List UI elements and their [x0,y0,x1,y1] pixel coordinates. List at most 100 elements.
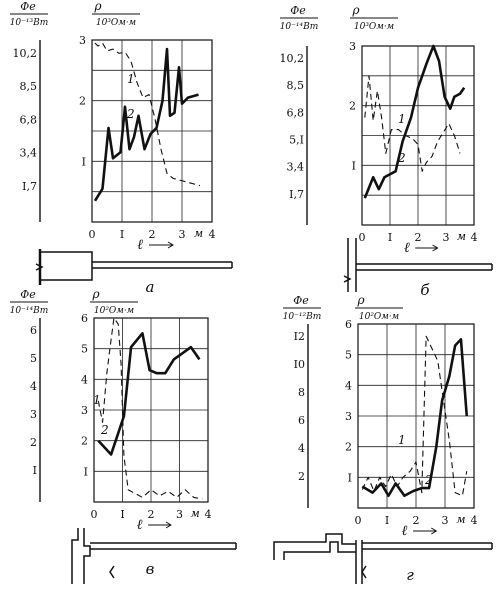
panel-caption: г [406,566,414,584]
rho-tick-label: 6 [345,318,352,331]
fe-tick-label: 6,8 [20,113,38,126]
series-line-2 [361,338,469,498]
fe-axis-unit: 10⁻¹⁴Вт [10,306,49,316]
x-tick-label: 0 [359,231,366,244]
rho-tick-label: 3 [79,34,86,47]
rho-axis-unit: 10³Ом·м [354,22,394,32]
fe-tick-label: 8,5 [287,79,305,92]
series-label: 1 [398,433,406,447]
fe-tick-label: 2 [298,470,305,483]
fe-axis-symbol: Φe [20,288,36,301]
series-line-2 [93,47,199,202]
rho-tick-label: 2 [349,100,356,113]
rho-axis-symbol: ρ [356,293,364,307]
fe-tick-label: 5,I [289,134,304,147]
rho-axis-symbol: ρ [93,0,101,13]
rho-tick-label: 2 [79,95,86,108]
fe-tick-label: I0 [294,358,305,371]
x-tick-label: I [120,508,124,521]
x-tick-label: 4 [471,231,478,244]
x-tick-label: 4 [471,514,478,527]
rho-tick-label: I [84,465,88,478]
fe-tick-label: 3,4 [287,161,305,174]
chart-panel-2: Φe 10⁻¹⁴Вт ρ 10³Ом·м 3 2 I 10,2 8,5 6,8 5,I 3,4 I,7 0… [280,3,478,299]
x-tick-label: 2 [415,231,422,244]
fe-tick-label: I,7 [289,188,304,201]
fe-tick-label: 3,4 [20,147,38,160]
x-axis-symbol: ℓ [401,523,407,539]
rho-tick-label: I [352,159,356,172]
x-tick-label: 0 [91,508,98,521]
x-arrow-head [432,244,439,252]
rho-axis-unit: 10³Ом·м [96,18,136,28]
fe-tick-label: 2 [30,436,37,449]
x-tick-label: 2 [149,228,156,241]
rho-tick-label: 2 [345,441,352,454]
rho-tick-label: 6 [81,312,88,325]
fe-tick-label: 8 [298,386,305,399]
x-tick-label: 0 [355,514,362,527]
apparatus-b [343,238,493,292]
x-arrow-head [165,521,172,529]
series-line-1 [361,335,468,497]
rho-tick-label: 3 [81,404,88,417]
x-tick-label: I [385,514,389,527]
fe-tick-label: 3 [30,408,37,421]
chart-panel-1: Φe 10⁻¹³Вт ρ 10³Ом·м 3 2 I 10,2 8,5 6,8 3,4 I,7 0 I 2 3… [10,0,216,296]
fe-axis-symbol: Φe [293,294,309,307]
x-tick-label: I [388,231,392,244]
fe-tick-label: 6,8 [287,106,305,119]
x-unit-label: м [456,513,465,526]
x-tick-label: 3 [443,231,450,244]
rho-tick-label: 3 [349,40,356,53]
series-label: 2 [126,107,135,121]
series-line-1 [97,317,203,500]
rho-axis-unit: 10²Ом·м [359,312,399,322]
fe-tick-label: 6 [30,324,37,337]
fe-tick-label: 5 [30,352,37,365]
apparatus-g [273,533,493,584]
series-label: 2 [397,151,406,165]
x-unit-label: м [191,507,200,520]
panel-caption: б [420,281,430,299]
rho-tick-label: I [82,155,86,168]
fe-tick-label: 10,2 [280,52,305,65]
fe-axis-symbol: Φe [290,4,306,17]
panel-caption: в [146,560,155,578]
x-tick-label: 3 [179,228,186,241]
x-tick-label: 3 [442,514,449,527]
x-tick-label: 2 [413,514,420,527]
rho-tick-label: 5 [81,343,88,356]
rho-axis-symbol: ρ [91,287,99,301]
apparatus-a [35,249,233,285]
x-unit-label: м [194,227,203,240]
rho-tick-label: 5 [345,349,352,362]
rho-tick-label: 2 [81,435,88,448]
x-axis-symbol: ℓ [404,240,410,256]
x-tick-label: I [120,228,124,241]
x-arrow-head [167,241,174,249]
x-tick-label: 2 [148,508,155,521]
series-label: 1 [398,112,406,126]
x-unit-label: м [457,230,466,243]
rho-tick-label: 4 [345,379,352,392]
panel-caption: а [146,278,155,296]
x-arrow-head [431,527,438,535]
fe-tick-label: 10,2 [13,47,38,60]
apparatus-sketches [35,238,493,584]
fe-tick-label: I [33,464,37,477]
x-axis-symbol: ℓ [137,517,143,533]
x-tick-label: 4 [205,508,212,521]
series-label: 2 [424,473,433,487]
series-line-2 [97,332,201,456]
series-label: 1 [127,72,135,86]
fe-axis-unit: 10⁻¹²Вт [283,312,322,322]
fe-tick-label: 4 [298,442,305,455]
rho-tick-label: I [348,471,352,484]
fe-tick-label: 8,5 [20,80,38,93]
rho-tick-label: 4 [81,373,88,386]
series-line-1 [94,42,201,187]
